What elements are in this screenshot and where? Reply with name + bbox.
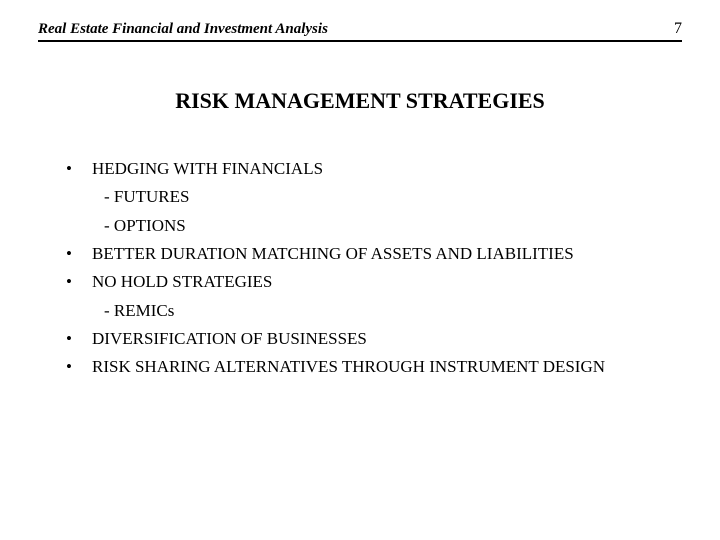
list-item-text: NO HOLD STRATEGIES xyxy=(92,269,662,295)
header-title: Real Estate Financial and Investment Ana… xyxy=(38,21,328,38)
list-item-text: RISK SHARING ALTERNATIVES THROUGH INSTRU… xyxy=(92,354,662,380)
bullet-icon: • xyxy=(66,269,92,295)
bullet-icon: • xyxy=(66,354,92,380)
list-item: • DIVERSIFICATION OF BUSINESSES xyxy=(66,326,662,352)
list-item: • NO HOLD STRATEGIES xyxy=(66,269,662,295)
list-sub-item: - FUTURES xyxy=(66,184,662,210)
bullet-icon: • xyxy=(66,326,92,352)
list-sub-item: - OPTIONS xyxy=(66,213,662,239)
page: Real Estate Financial and Investment Ana… xyxy=(0,0,720,381)
bullet-icon: • xyxy=(66,241,92,267)
list-item: • RISK SHARING ALTERNATIVES THROUGH INST… xyxy=(66,354,662,380)
header-row: Real Estate Financial and Investment Ana… xyxy=(38,20,682,42)
bullet-icon: • xyxy=(66,156,92,182)
list-item-text: HEDGING WITH FINANCIALS xyxy=(92,156,662,182)
list-item-text: DIVERSIFICATION OF BUSINESSES xyxy=(92,326,662,352)
page-title: RISK MANAGEMENT STRATEGIES xyxy=(38,88,682,114)
list-item: • BETTER DURATION MATCHING OF ASSETS AND… xyxy=(66,241,662,267)
content-list: • HEDGING WITH FINANCIALS - FUTURES - OP… xyxy=(38,156,682,381)
list-item-text: BETTER DURATION MATCHING OF ASSETS AND L… xyxy=(92,241,662,267)
list-item: • HEDGING WITH FINANCIALS xyxy=(66,156,662,182)
page-number: 7 xyxy=(674,20,682,38)
list-sub-item: - REMICs xyxy=(66,298,662,324)
